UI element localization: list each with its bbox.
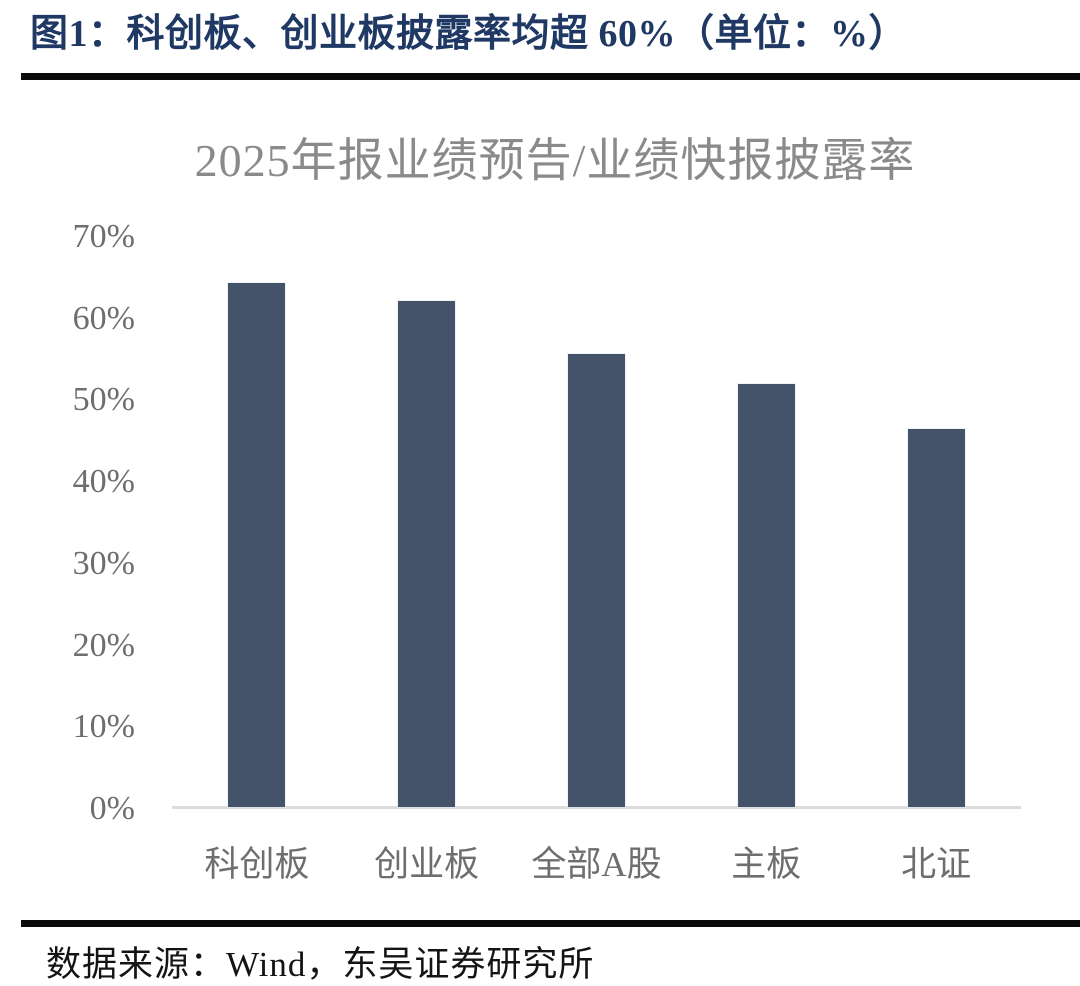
- y-tick-label: 60%: [72, 299, 135, 337]
- x-label-北证: 北证: [901, 845, 972, 884]
- y-tick-label: 10%: [72, 708, 135, 746]
- x-label-全部A股: 全部A股: [531, 845, 662, 884]
- x-label-科创板: 科创板: [204, 845, 310, 884]
- y-tick-label: 50%: [72, 381, 135, 419]
- y-tick-label: 30%: [72, 544, 135, 582]
- plot-area: [172, 237, 1021, 809]
- bar-北证: [907, 428, 965, 807]
- footer-divider: [21, 920, 1080, 927]
- x-label-主板: 主板: [731, 845, 802, 884]
- x-axis-baseline: [172, 806, 1021, 809]
- bar-全部A股: [568, 353, 625, 807]
- y-tick-label: 70%: [72, 218, 135, 255]
- bar-主板: [737, 383, 795, 807]
- figure-title: 图1：科创板、创业板披露率均超 60%（单位：%）: [30, 13, 908, 55]
- y-tick-label: 40%: [72, 463, 135, 501]
- y-axis: 0% 10% 20% 30% 40% 50% 60% 70%: [40, 218, 135, 827]
- bar-科创板: [228, 283, 286, 807]
- y-tick-label: 0%: [89, 790, 135, 827]
- y-tick-label: 20%: [72, 626, 135, 664]
- x-label-创业板: 创业板: [374, 845, 480, 884]
- chart-title: 2025年报业绩预告/业绩快报披露率: [194, 135, 916, 186]
- source-text: 数据来源：Wind，东吴证券研究所: [46, 945, 595, 984]
- header-divider: [21, 73, 1080, 80]
- bar-创业板: [398, 301, 456, 807]
- x-axis: 科创板 创业板 全部A股 主板 北证: [172, 836, 1021, 884]
